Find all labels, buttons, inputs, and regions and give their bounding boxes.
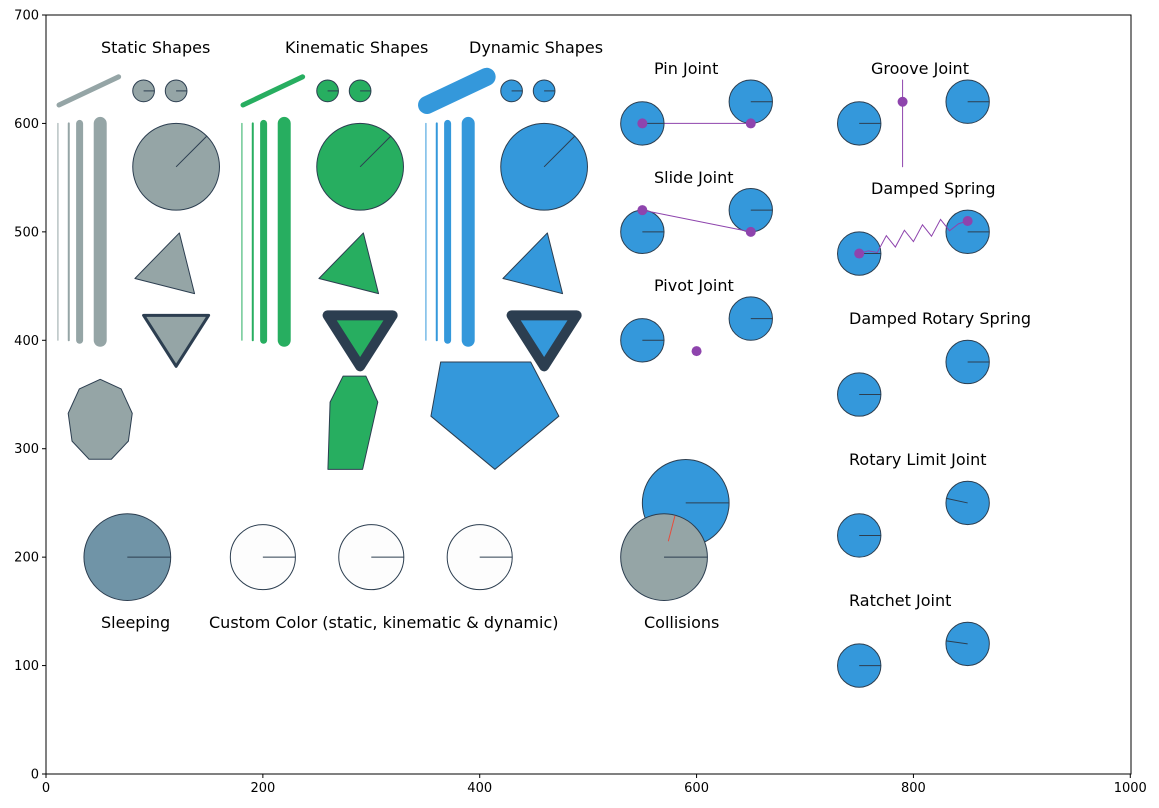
y-tick-label: 700 <box>14 9 39 24</box>
ratchet-joint-ball-b-angle-line <box>946 640 968 645</box>
axes-frame <box>45 14 1132 775</box>
label-dynamic-shapes: Dynamic Shapes <box>469 38 603 57</box>
y-tick-label: 200 <box>14 551 39 566</box>
collision-contact-line <box>667 515 676 542</box>
dynamic-inverted-triangle <box>506 310 582 372</box>
label-damped-rotary-spring: Damped Rotary Spring <box>849 309 1031 328</box>
x-tick-label: 400 <box>467 781 492 796</box>
rotary-limit-joint-ball-b <box>945 480 990 526</box>
damped-spring-anchor-a <box>854 248 865 259</box>
static-inverted-triangle <box>142 313 211 368</box>
x-tick-label: 0 <box>42 781 50 796</box>
kinematic-inverted-triangle <box>322 310 398 372</box>
y-tick-label: 300 <box>14 442 39 457</box>
x-tick-label: 200 <box>250 781 275 796</box>
y-tick-label: 400 <box>14 334 39 349</box>
kinematic-triangle <box>318 232 380 295</box>
label-groove-joint: Groove Joint <box>871 59 969 78</box>
label-static-shapes: Static Shapes <box>101 38 210 57</box>
label-kinematic-shapes: Kinematic Shapes <box>285 38 428 57</box>
pin-joint-anchor-a <box>637 118 648 129</box>
kinematic-big-circle-angle-line <box>359 135 392 168</box>
kinematic-polygon <box>327 375 379 470</box>
dynamic-diagonal-segment <box>418 67 496 114</box>
dynamic-big-circle-angle-line <box>543 135 576 168</box>
y-tick-label: 100 <box>14 659 39 674</box>
label-pivot-joint: Pivot Joint <box>654 276 734 295</box>
pivot-joint-anchor <box>691 346 702 357</box>
dynamic-pentagon <box>430 361 560 470</box>
axis-ticks: 0 200 400 600 800 1000 0 100 200 300 400 500 600 700 <box>14 9 1147 797</box>
dynamic-triangle <box>502 232 564 295</box>
x-tick-label: 600 <box>684 781 709 796</box>
kinematic-diagonal-segment <box>240 74 306 108</box>
x-tick-label: 800 <box>901 781 926 796</box>
static-diagonal-segment <box>56 74 122 108</box>
label-pin-joint: Pin Joint <box>654 59 718 78</box>
label-custom-color: Custom Color (static, kinematic & dynami… <box>209 613 558 632</box>
label-slide-joint: Slide Joint <box>654 168 734 187</box>
slide-joint-constraint-line <box>641 209 752 233</box>
label-damped-spring: Damped Spring <box>871 179 996 198</box>
static-polygon <box>67 378 133 460</box>
plot-area <box>56 67 990 688</box>
damped-spring-anchor-b <box>962 216 973 227</box>
label-sleeping: Sleeping <box>101 613 170 632</box>
y-tick-label: 0 <box>31 768 39 783</box>
groove-joint-anchor <box>897 96 908 107</box>
static-triangle <box>134 232 196 295</box>
slide-joint-anchor-a <box>637 205 648 216</box>
y-tick-label: 500 <box>14 225 39 240</box>
x-tick-label: 1000 <box>1114 781 1147 796</box>
label-ratchet-joint: Ratchet Joint <box>849 591 951 610</box>
damped-spring-coil <box>859 218 968 255</box>
static-big-circle-angle-line <box>175 135 208 168</box>
pin-joint-anchor-b <box>745 118 756 129</box>
rotary-limit-joint-ball-b-angle-line <box>946 497 968 504</box>
label-collisions: Collisions <box>644 613 719 632</box>
y-tick-label: 600 <box>14 117 39 132</box>
slide-joint-anchor-b <box>745 226 756 237</box>
label-rotary-limit-joint: Rotary Limit Joint <box>849 450 987 469</box>
